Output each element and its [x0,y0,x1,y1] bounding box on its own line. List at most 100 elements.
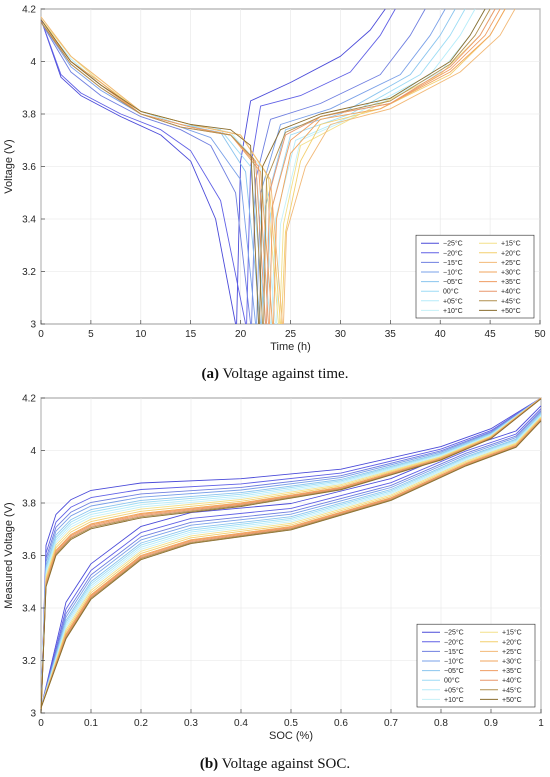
y-tick-label: 3 [30,709,36,720]
series-line-charge [40,397,542,714]
legend-entry: +50°C [502,696,522,704]
legend-entry: +30°C [501,269,521,277]
series-line-discharge [40,420,542,708]
y-tick-label: 3.2 [22,267,36,278]
series-line-discharge [40,21,264,325]
series-line-charge [259,8,486,325]
x-tick-label: 15 [185,329,197,340]
panel-b-y-axis-label: Measured Voltage (V) [3,502,15,608]
legend-entry: +05°C [444,686,464,694]
series-line-discharge [40,412,542,708]
x-tick-label: 0.7 [384,718,398,729]
legend-entry: −20°C [444,638,464,646]
series-line-discharge [40,411,542,708]
series-line-discharge [40,410,542,708]
x-tick-label: 10 [135,329,147,340]
y-tick-label: 3 [30,320,36,331]
x-tick-label: 45 [485,329,497,340]
x-tick-label: 0 [38,718,44,729]
y-tick-label: 3.8 [22,110,36,121]
panel-a-caption: (a) Voltage against time. [0,366,550,383]
y-tick-label: 3.8 [22,499,36,510]
x-tick-label: 0.9 [484,718,498,729]
legend-entry: +15°C [502,629,522,637]
series-line-charge [40,397,542,714]
legend-entry: 00°C [444,677,460,685]
panel-b-legend: −25°C−20°C −15°C −10°C−05°C 00°C+05°C +10°C +… [416,623,536,708]
panel-a-voltage-vs-time: 0 5 10 15 20 25 30 35 40 45 50 3 3.2 3.4 3.6 3.8 4 4.2 Ti… [3,5,546,354]
series-line-charge [263,8,491,325]
series-line-discharge [40,414,542,708]
panel-b-caption: (b) Voltage against SOC. [0,756,550,773]
legend-entry: +25°C [501,259,521,267]
x-tick-label: 0.8 [434,718,448,729]
x-tick-label: 0.2 [134,718,148,729]
series-line-charge [40,397,542,714]
panel-a-x-axis-label: Time (h) [270,341,311,353]
series-line-charge [251,8,426,325]
y-tick-label: 4 [30,57,36,68]
panel-b-voltage-vs-soc: 0 0.1 0.2 0.3 0.4 0.5 0.6 0.7 0.8 0.9 1 3 3.2 3.4 3.6 3… [3,394,544,743]
series-line-discharge [40,416,542,708]
series-line-discharge [40,413,542,708]
legend-entry: −05°C [444,667,464,675]
x-tick-label: 0.3 [184,718,198,729]
x-tick-label: 50 [534,329,546,340]
x-tick-label: 30 [335,329,347,340]
series-line-charge [273,8,506,325]
legend-entry: −20°C [443,249,463,257]
y-tick-label: 3.2 [22,656,36,667]
series-line-charge [40,397,542,714]
legend-entry: +45°C [502,686,522,694]
series-line-discharge [40,418,542,708]
panel-a-caption-text: Voltage against time. [222,366,349,382]
panel-b-series-lines [40,397,542,714]
x-tick-label: 0.5 [284,718,298,729]
legend-entry: +25°C [502,648,522,656]
series-line-discharge [40,19,260,325]
panel-a-series-lines [40,8,516,325]
legend-entry: +30°C [502,658,522,666]
y-tick-label: 3.6 [22,162,36,173]
series-line-charge [40,397,542,714]
legend-entry: −15°C [444,648,464,656]
x-tick-label: 0.4 [234,718,248,729]
legend-entry: 00°C [443,288,459,296]
panel-a-legend: −25°C−20°C −15°C −10°C−05°C 00°C+05°C +10°C +… [415,234,535,319]
panel-a-tick-labels: 0 5 10 15 20 25 30 35 40 45 50 3 3.2 3.4 3.6 3.8 4 4.2 [22,5,546,341]
legend-entry: −25°C [444,629,464,637]
x-tick-label: 0.1 [84,718,98,729]
legend-box [415,234,535,319]
y-tick-label: 3.6 [22,551,36,562]
series-line-charge [283,8,516,325]
series-line-charge [40,397,542,714]
x-tick-label: 35 [385,329,397,340]
series-line-discharge [40,408,542,708]
legend-box [416,623,536,708]
legend-entry: +10°C [444,696,464,704]
legend-entry: −10°C [444,658,464,666]
legend-entry: +10°C [443,307,463,315]
series-line-discharge [40,419,542,708]
series-line-charge [40,397,542,714]
legend-entry: −05°C [443,278,463,286]
legend-entry: +20°C [502,638,522,646]
y-tick-label: 4 [30,446,36,457]
y-tick-label: 3.4 [22,215,36,226]
x-tick-label: 25 [285,329,297,340]
series-line-charge [40,397,542,714]
legend-entry: +15°C [501,240,521,248]
series-line-discharge [40,420,542,708]
series-line-discharge [40,419,542,708]
x-tick-label: 40 [435,329,447,340]
legend-entry: +50°C [501,307,521,315]
legend-entry: −25°C [443,240,463,248]
x-tick-label: 1 [538,718,544,729]
legend-entry: +40°C [502,677,522,685]
y-tick-label: 4.2 [22,5,36,16]
legend-entry: +20°C [501,249,521,257]
x-tick-label: 5 [88,329,94,340]
panel-b-caption-text: Voltage against SOC. [221,756,351,772]
series-line-discharge [40,21,252,325]
series-line-charge [40,397,542,714]
